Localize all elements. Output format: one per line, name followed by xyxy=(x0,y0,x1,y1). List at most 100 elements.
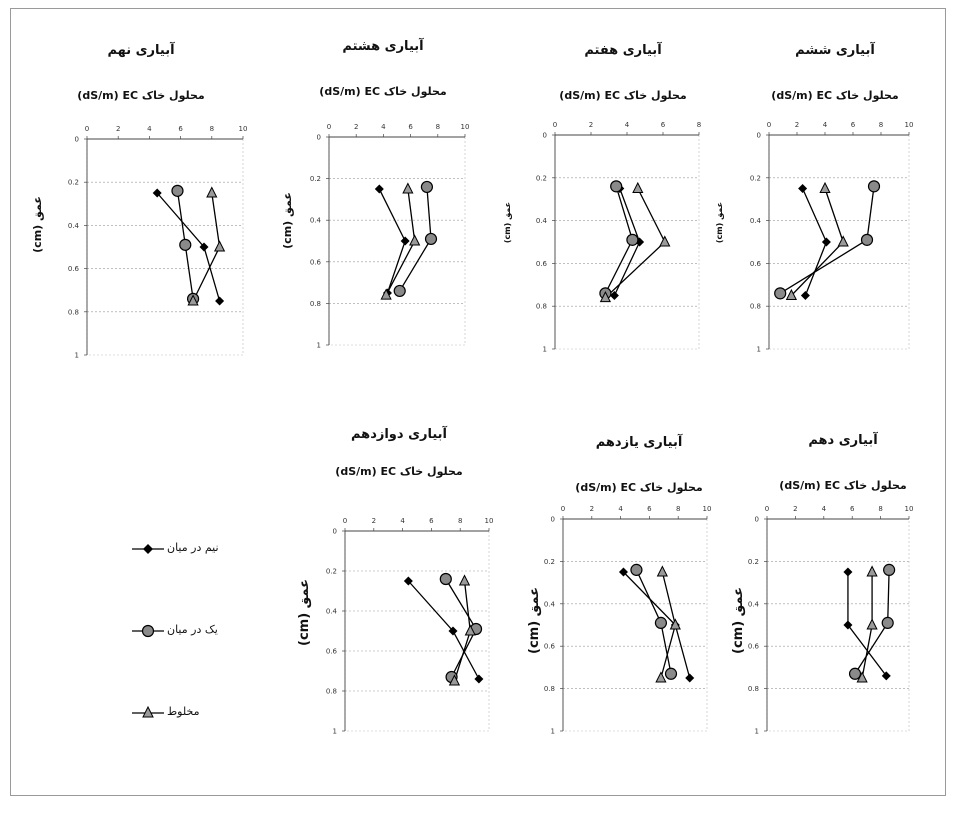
x-axis-label: (dS/m) EC محلول خاک xyxy=(771,89,899,102)
data-point-diamond xyxy=(403,576,413,586)
data-point-circle xyxy=(393,284,406,298)
x-tick-label: 4 xyxy=(400,517,405,525)
data-point-triangle xyxy=(458,574,471,586)
x-tick-label: 10 xyxy=(485,517,494,525)
panel-title: آبیاری هشتم xyxy=(342,39,424,54)
data-point-circle xyxy=(171,184,184,197)
figure-frame: آبیاری نهم (dS/m) EC محلول خاک عمق (cm) … xyxy=(10,8,946,796)
data-point-diamond xyxy=(374,184,384,194)
y-tick-label: 0.8 xyxy=(544,685,555,693)
x-tick-label: 4 xyxy=(822,505,827,513)
x-axis-label: (dS/m) EC محلول خاک xyxy=(319,85,447,98)
y-tick-label: 1 xyxy=(75,352,79,360)
y-tick-label: 0 xyxy=(75,136,79,144)
data-point-triangle xyxy=(206,186,218,198)
panel-title: آبیاری دوازدهم xyxy=(350,427,448,442)
x-axis-label: (dS/m) EC محلول خاک xyxy=(559,89,687,102)
x-tick-label: 2 xyxy=(372,517,376,525)
y-tick-label: 0.2 xyxy=(750,174,761,182)
x-tick-label: 6 xyxy=(661,121,666,129)
x-tick-label: 6 xyxy=(850,505,855,513)
chart-panel-8: آبیاری هشتم (dS/m) EC محلول خاک عمق (cm)… xyxy=(273,39,493,419)
panel-title: آبیاری نهم xyxy=(107,43,175,58)
x-tick-label: 2 xyxy=(589,121,593,129)
x-tick-label: 6 xyxy=(178,125,183,133)
data-point-diamond xyxy=(618,567,628,577)
y-tick-label: 0.6 xyxy=(310,258,322,266)
x-tick-label: 0 xyxy=(85,125,89,133)
x-tick-label: 2 xyxy=(795,121,799,129)
panel-title: آبیاری هفتم xyxy=(584,43,662,58)
y-tick-label: 0.4 xyxy=(750,217,762,225)
y-tick-label: 0.2 xyxy=(68,179,79,187)
x-tick-label: 8 xyxy=(879,121,883,129)
y-tick-label: 0.6 xyxy=(536,260,548,268)
legend-label: مخلوط xyxy=(167,705,200,718)
data-point-diamond xyxy=(474,674,484,684)
chart-panel-7: آبیاری هفتم (dS/m) EC محلول خاک عمق (cm)… xyxy=(503,43,733,423)
y-tick-label: 0.6 xyxy=(750,260,762,268)
x-tick-label: 0 xyxy=(561,505,565,513)
chart-panel-9: آبیاری نهم (dS/m) EC محلول خاک عمق (cm) … xyxy=(31,43,251,423)
plot-frame xyxy=(768,134,910,350)
y-tick-label: 0.8 xyxy=(750,303,761,311)
data-point-triangle xyxy=(866,565,878,577)
panel-title: آبیاری ششم xyxy=(795,43,875,58)
y-tick-label: 0.6 xyxy=(68,265,80,273)
y-tick-label: 0.6 xyxy=(326,648,338,656)
data-point-circle xyxy=(439,572,452,586)
series-line xyxy=(790,188,844,296)
y-tick-label: 0 xyxy=(317,134,321,142)
data-point-triangle xyxy=(632,181,644,193)
data-point-triangle xyxy=(785,288,798,300)
data-point-circle xyxy=(860,233,874,246)
data-point-diamond xyxy=(635,237,645,247)
data-point-triangle xyxy=(409,234,421,246)
diamond-marker-icon xyxy=(132,544,164,554)
data-point-diamond xyxy=(199,242,209,252)
data-point-circle xyxy=(881,616,894,629)
x-tick-label: 4 xyxy=(823,121,828,129)
data-point-diamond xyxy=(448,626,458,636)
circle-marker-icon xyxy=(132,624,164,638)
chart-panel-11: آبیاری یازدهم (dS/m) EC محلول خاک عمق (c… xyxy=(527,435,749,815)
chart-panel-10: آبیاری دهم (dS/m) EC محلول خاک عمق (cm) … xyxy=(731,433,953,813)
data-point-diamond xyxy=(685,673,695,683)
y-axis-label: عمق (cm) xyxy=(503,201,513,244)
data-point-circle xyxy=(420,180,434,194)
y-tick-label: 0.6 xyxy=(544,643,556,651)
y-tick-label: 0.2 xyxy=(310,175,321,183)
data-point-triangle xyxy=(213,240,226,252)
y-tick-label: 0 xyxy=(757,132,761,140)
panel-title: آبیاری یازدهم xyxy=(595,435,683,450)
x-tick-label: 10 xyxy=(905,505,914,513)
x-tick-label: 0 xyxy=(767,121,771,129)
data-point-triangle xyxy=(402,182,414,194)
y-tick-label: 0.4 xyxy=(536,217,548,225)
y-tick-label: 0.4 xyxy=(748,600,760,608)
y-tick-label: 0.6 xyxy=(748,643,760,651)
x-tick-label: 0 xyxy=(327,123,331,131)
data-point-circle xyxy=(626,233,639,246)
y-tick-label: 0.2 xyxy=(748,558,759,566)
x-tick-label: 8 xyxy=(878,505,882,513)
x-tick-label: 2 xyxy=(590,505,594,513)
series-line xyxy=(385,188,416,296)
x-tick-label: 4 xyxy=(625,121,630,129)
y-tick-label: 0.8 xyxy=(326,688,337,696)
data-point-triangle xyxy=(448,674,461,686)
y-tick-label: 0 xyxy=(755,516,759,524)
y-tick-label: 1 xyxy=(333,728,337,736)
y-tick-label: 1 xyxy=(317,342,321,350)
y-tick-label: 0 xyxy=(543,132,547,140)
data-point-triangle xyxy=(669,618,681,630)
x-tick-label: 4 xyxy=(381,123,386,131)
y-tick-label: 1 xyxy=(551,728,555,736)
x-tick-label: 2 xyxy=(793,505,797,513)
x-tick-label: 4 xyxy=(618,505,623,513)
triangle-marker-icon xyxy=(132,705,164,718)
data-point-circle xyxy=(774,287,787,300)
data-point-circle xyxy=(610,180,623,193)
chart-panel-6: آبیاری ششم (dS/m) EC محلول خاک عمق (cm) … xyxy=(715,43,945,423)
x-tick-label: 6 xyxy=(647,505,652,513)
